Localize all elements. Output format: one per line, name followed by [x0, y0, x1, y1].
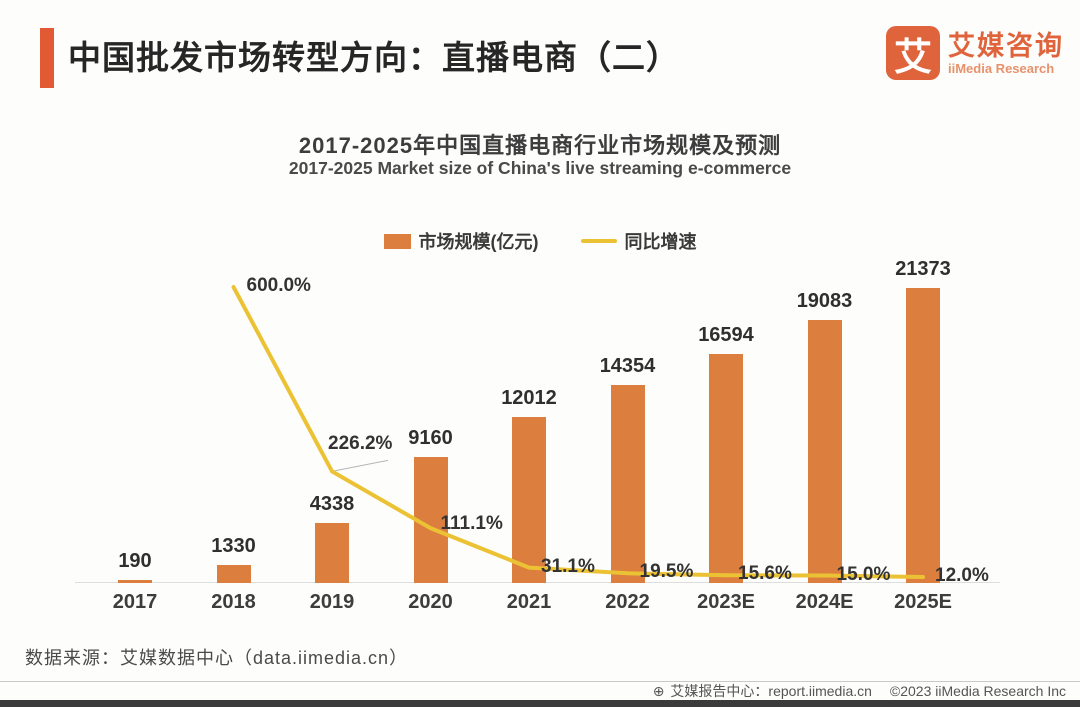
- x-axis-label-2017: 2017: [112, 591, 158, 613]
- bar-series-swatch: [383, 233, 411, 249]
- x-axis-label-2022: 2022: [605, 591, 650, 613]
- globe-icon: ⊕: [652, 682, 665, 699]
- x-axis-label-2024E: 2024E: [795, 591, 854, 613]
- chart-title: 2017-2025年中国直播电商行业市场规模及预测: [298, 133, 782, 158]
- x-axis-label-2020: 2020: [408, 591, 453, 613]
- bar-value-2018: 1330: [211, 534, 256, 557]
- report-center-link: 艾媒报告中心：report.iimedia.cn: [670, 683, 872, 699]
- growth-label-2024E: 15.0%: [836, 563, 891, 585]
- bar-2018: [216, 564, 251, 583]
- growth-label-2020: 111.1%: [440, 513, 503, 535]
- bar-value-2024E: 19083: [796, 289, 853, 312]
- page-title: 中国批发市场转型方向：直播电商（二）: [68, 39, 680, 76]
- bottom-strip: [0, 700, 1080, 707]
- bar-2019: [315, 523, 349, 583]
- x-axis-label-2025E: 2025E: [894, 591, 952, 613]
- brand-name-cn: 艾媒咨询: [948, 30, 1064, 61]
- growth-label-2023E: 15.6%: [738, 563, 792, 585]
- bar-2024E: [807, 319, 842, 583]
- x-axis-label-2018: 2018: [211, 591, 256, 613]
- growth-label-2021: 31.1%: [541, 555, 595, 577]
- brand-name-en: iiMedia Research: [948, 60, 1055, 76]
- legend-item-growth-rate: 同比增速: [580, 228, 697, 254]
- bar-2022: [610, 384, 645, 583]
- chart-legend: 市场规模(亿元) 同比增速: [0, 228, 1080, 254]
- bar-value-2022: 14354: [599, 354, 656, 377]
- growth-label-2025E: 12.0%: [935, 565, 989, 586]
- bar-value-2020: 9160: [408, 426, 453, 449]
- growth-rate-line: [231, 285, 925, 580]
- copyright-text: ©2023 iiMedia Research Inc: [889, 683, 1066, 699]
- legend-label: 同比增速: [624, 232, 697, 252]
- bar-value-2021: 12012: [501, 387, 557, 410]
- logo-text: 艾媒咨询 iiMedia Research: [948, 31, 1064, 76]
- x-axis-label-2023E: 2023E: [697, 591, 755, 613]
- x-axis-label-2019: 2019: [309, 591, 355, 613]
- bar-value-2025E: 21373: [895, 258, 951, 280]
- logo-glyph: 艾: [893, 36, 932, 79]
- x-axis-label-2021: 2021: [506, 591, 552, 613]
- growth-label-2018: 600.0%: [246, 275, 311, 296]
- legend-item-market-size: 市场规模(亿元): [383, 228, 539, 254]
- bar-value-2019: 4338: [309, 493, 355, 516]
- legend-label: 市场规模(亿元): [418, 232, 539, 252]
- bar-2025E: [906, 288, 940, 583]
- iimedia-logo: 艾 艾媒咨询 iiMedia Research: [886, 26, 1064, 80]
- iimedia-logo-icon: 艾: [886, 26, 940, 80]
- title-accent-bar: [40, 28, 54, 88]
- report-footer-bar: ⊕ 艾媒报告中心：report.iimedia.cn ©2023 iiMedia…: [0, 681, 1080, 700]
- bar-value-2023E: 16594: [698, 323, 754, 346]
- growth-label-2022: 19.5%: [639, 561, 694, 583]
- bar-2017: [118, 580, 152, 583]
- label-leader-line: [331, 459, 389, 472]
- chart-subtitle: 2017-2025 Market size of China's live st…: [288, 158, 792, 178]
- data-source: 数据来源：艾媒数据中心（data.iimedia.cn）: [25, 648, 409, 668]
- growth-label-2019: 226.2%: [328, 433, 393, 455]
- line-series-swatch: [580, 239, 617, 243]
- bar-2023E: [709, 353, 743, 583]
- bar-2021: [512, 417, 546, 583]
- bar-value-2017: 190: [118, 550, 152, 572]
- chart-plot-area: 190 2017 1330 2018 4338 2019 9160 2020 12012 2021…: [75, 258, 1000, 613]
